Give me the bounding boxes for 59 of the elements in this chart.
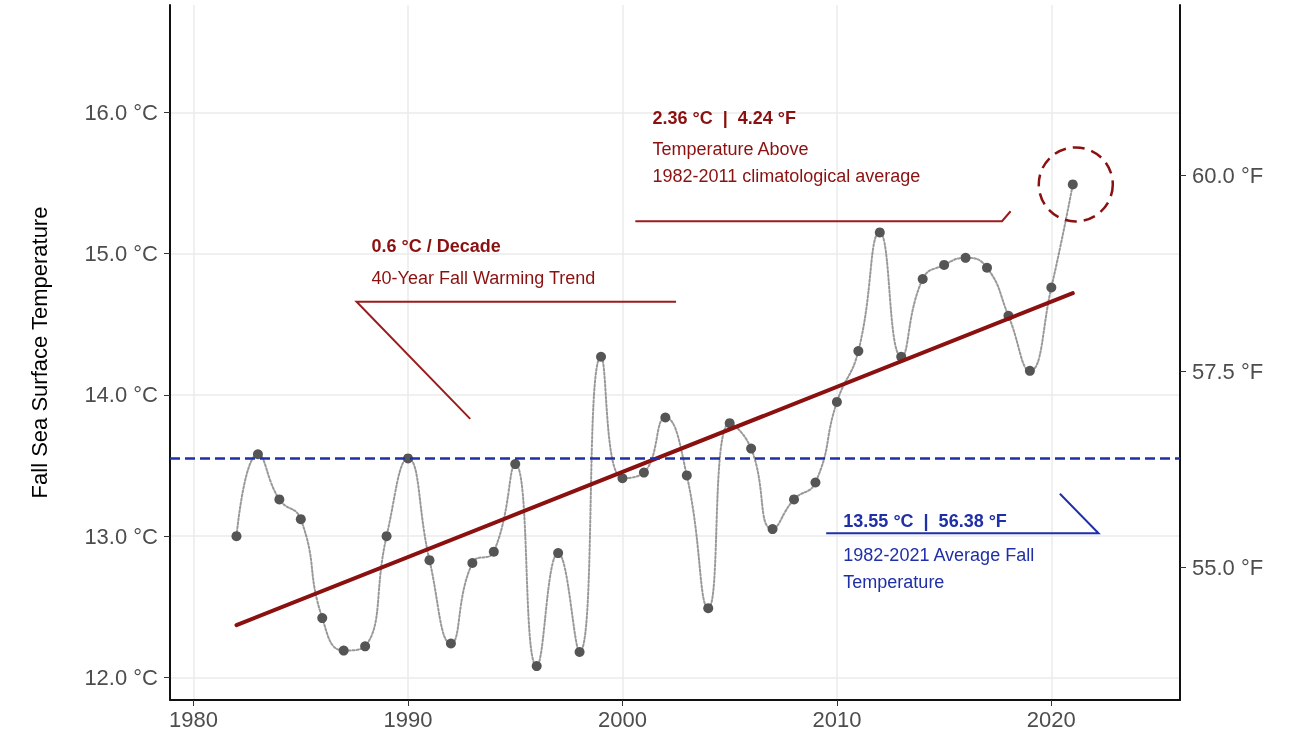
point bbox=[531, 661, 542, 672]
y2-tick-label: 60.0 °F bbox=[1192, 162, 1264, 188]
annotation: 2.36 °C | 4.24 °F bbox=[652, 108, 796, 129]
point bbox=[724, 418, 735, 429]
point bbox=[274, 494, 285, 505]
point bbox=[445, 638, 456, 649]
y2-tick-label: 55.0 °F bbox=[1192, 554, 1264, 580]
x-tick-label: 1980 bbox=[169, 706, 219, 732]
y-tick-label: 15.0 °C bbox=[84, 241, 159, 267]
point bbox=[360, 641, 371, 652]
point bbox=[810, 477, 821, 488]
point bbox=[789, 494, 800, 505]
point bbox=[317, 613, 328, 624]
point bbox=[1024, 365, 1035, 376]
point bbox=[510, 459, 521, 470]
x-tick-label: 2010 bbox=[812, 706, 862, 732]
y-tick-label: 16.0 °C bbox=[84, 99, 159, 125]
point bbox=[939, 259, 950, 270]
point bbox=[703, 603, 714, 614]
point bbox=[617, 473, 628, 484]
x-tick-label: 1990 bbox=[383, 706, 433, 732]
y-axis-title: Fall Sea Surface Temperature bbox=[26, 206, 52, 499]
y2-tick-label: 57.5 °F bbox=[1192, 358, 1264, 384]
point bbox=[1067, 179, 1078, 190]
point bbox=[853, 346, 864, 357]
point bbox=[660, 412, 671, 423]
point bbox=[338, 645, 349, 656]
point bbox=[681, 470, 692, 481]
point bbox=[295, 514, 306, 525]
point bbox=[231, 531, 242, 542]
point bbox=[982, 262, 993, 273]
point bbox=[252, 449, 263, 460]
annotation: Temperature bbox=[843, 571, 945, 592]
point bbox=[917, 274, 928, 285]
point bbox=[574, 646, 585, 657]
point bbox=[831, 396, 842, 407]
annotation: 1982-2011 climatological average bbox=[652, 166, 921, 187]
point bbox=[553, 548, 564, 559]
point bbox=[488, 546, 499, 557]
x-tick-label: 2000 bbox=[597, 706, 647, 732]
point bbox=[381, 531, 392, 542]
point bbox=[424, 555, 435, 566]
point bbox=[638, 467, 649, 478]
point bbox=[1046, 282, 1057, 293]
point bbox=[596, 351, 607, 362]
x-tick-label: 2020 bbox=[1026, 706, 1076, 732]
point bbox=[746, 443, 757, 454]
annotation: 0.6 °C / Decade bbox=[371, 235, 501, 256]
y-tick-label: 14.0 °C bbox=[84, 382, 159, 408]
annotation: 13.55 °C | 56.38 °F bbox=[843, 511, 1007, 532]
y-tick-label: 13.0 °C bbox=[84, 523, 159, 549]
annotation: Temperature Above bbox=[652, 139, 809, 160]
y-tick-label: 12.0 °C bbox=[84, 664, 159, 690]
annotation: 40-Year Fall Warming Trend bbox=[371, 268, 596, 289]
point bbox=[767, 524, 778, 535]
annotation: 1982-2021 Average Fall bbox=[843, 544, 1035, 565]
point bbox=[467, 557, 478, 568]
point bbox=[960, 252, 971, 263]
point bbox=[874, 227, 885, 238]
